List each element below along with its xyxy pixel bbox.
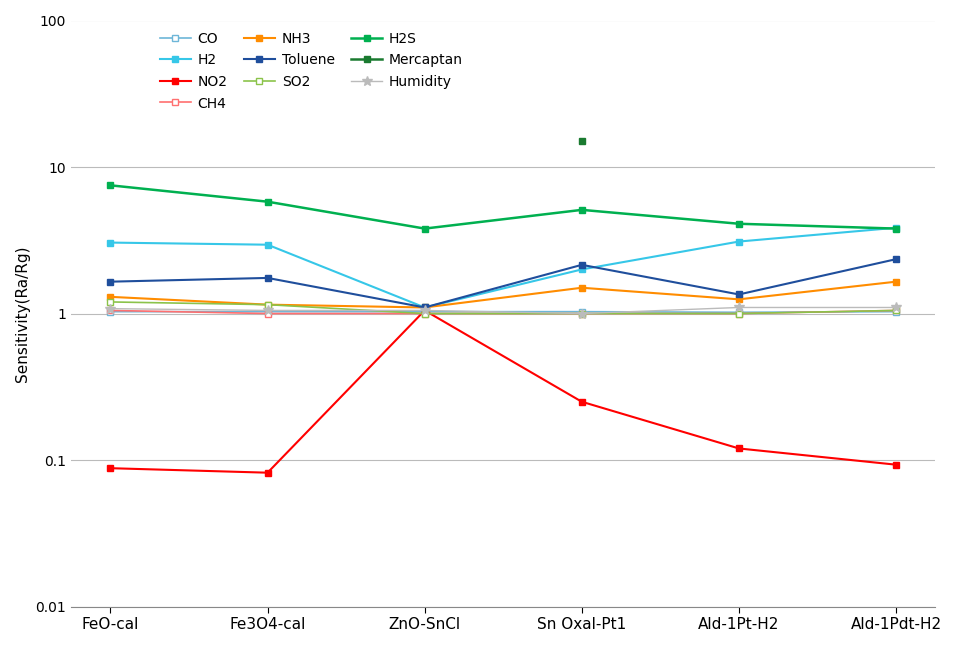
CH4 <box>576 310 587 318</box>
CH4 <box>418 310 430 318</box>
Toluene <box>105 278 116 285</box>
H2S <box>261 198 273 206</box>
Line: H2S: H2S <box>107 182 899 232</box>
H2S <box>889 225 900 232</box>
H2 <box>261 241 273 248</box>
Line: NH3: NH3 <box>107 278 899 311</box>
NH3 <box>732 296 744 303</box>
H2 <box>418 303 430 311</box>
CO <box>418 308 430 316</box>
CH4 <box>732 310 744 318</box>
H2S <box>576 206 587 214</box>
Line: CH4: CH4 <box>107 307 899 317</box>
CO <box>889 308 900 316</box>
SO2 <box>889 307 900 314</box>
Toluene <box>576 261 587 269</box>
CH4 <box>889 307 900 314</box>
H2 <box>105 239 116 247</box>
Line: NO2: NO2 <box>107 307 899 476</box>
H2 <box>889 224 900 232</box>
CH4 <box>105 307 116 314</box>
Humidity <box>105 305 116 313</box>
CO <box>732 309 744 316</box>
Toluene <box>418 303 430 311</box>
Humidity <box>576 310 587 318</box>
Toluene <box>732 291 744 298</box>
H2 <box>732 237 744 245</box>
SO2 <box>576 310 587 318</box>
SO2 <box>418 310 430 318</box>
NH3 <box>261 301 273 309</box>
H2S <box>418 225 430 232</box>
NH3 <box>105 293 116 301</box>
H2S <box>732 220 744 228</box>
H2 <box>576 265 587 273</box>
NO2 <box>261 469 273 477</box>
Line: Humidity: Humidity <box>106 303 899 318</box>
CO <box>105 308 116 316</box>
SO2 <box>261 301 273 309</box>
Legend: CO, H2, NO2, CH4, NH3, Toluene, SO2, H2S, Mercaptan, Humidity: CO, H2, NO2, CH4, NH3, Toluene, SO2, H2S… <box>156 27 467 115</box>
CO <box>576 308 587 316</box>
Line: H2: H2 <box>107 225 899 311</box>
Y-axis label: Sensitivity(Ra/Rg): Sensitivity(Ra/Rg) <box>15 245 30 382</box>
NH3 <box>576 284 587 292</box>
NO2 <box>732 444 744 452</box>
NO2 <box>105 465 116 472</box>
Humidity <box>418 307 430 314</box>
SO2 <box>105 298 116 306</box>
Humidity <box>732 303 744 311</box>
SO2 <box>732 310 744 318</box>
CO <box>261 308 273 316</box>
Toluene <box>889 256 900 263</box>
Line: CO: CO <box>107 308 899 316</box>
NO2 <box>418 307 430 314</box>
Humidity <box>261 307 273 314</box>
Line: SO2: SO2 <box>107 298 899 317</box>
Humidity <box>889 303 900 311</box>
CH4 <box>261 310 273 318</box>
Toluene <box>261 274 273 282</box>
H2S <box>105 181 116 189</box>
NH3 <box>889 278 900 285</box>
NO2 <box>576 398 587 406</box>
NH3 <box>418 303 430 311</box>
Line: Toluene: Toluene <box>107 256 899 311</box>
NO2 <box>889 461 900 468</box>
